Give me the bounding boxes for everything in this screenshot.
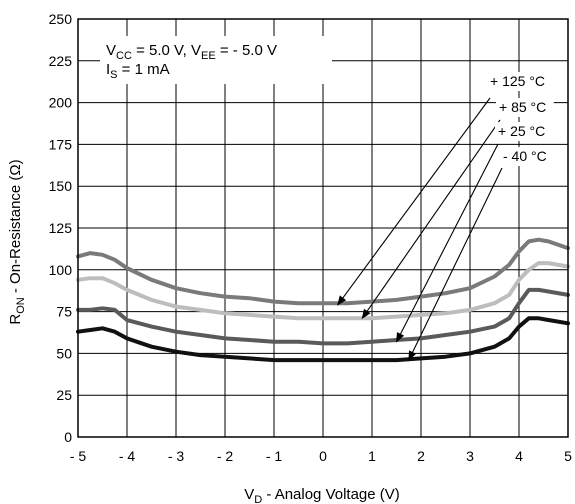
x-tick-label: 0 [319,448,327,464]
annotation-label: - 40 °C [503,148,547,164]
tick-labels: - 5- 4- 3- 2- 1 0 1 2 3 4 50255075100125150175… [49,11,572,464]
x-tick-label: 1 [368,448,376,464]
y-tick-label: 250 [49,11,73,27]
annotation-label: + 85 °C [499,99,546,115]
y-tick-label: 125 [49,220,73,236]
x-tick-label: - 4 [119,448,136,464]
series-line [76,261,570,321]
x-tick-label: 3 [466,448,474,464]
annotation-label: + 25 °C [498,123,545,139]
series-line [76,287,570,346]
annotation-arrow [396,143,499,343]
x-tick-label: - 1 [266,448,283,464]
y-tick-label: 150 [49,178,73,194]
annotation-label-bg [496,98,554,117]
y-tick-label: 175 [49,136,73,152]
annotation-label: + 125 °C [490,73,545,89]
x-tick-label: - 2 [217,448,234,464]
annotation-label-bg [495,122,553,141]
x-tick-label: 5 [564,448,572,464]
series-lines [76,237,570,363]
conditions-box: VCC = 5.0 V, VEE = - 5.0 V IS = 1 mA [100,36,332,84]
annotation-label-bg [500,147,558,166]
x-tick-label: - 5 [70,448,87,464]
annotations: + 125 °C + 85 °C + 25 °C - 40 °C [337,72,558,361]
annotation-arrow [337,97,491,306]
x-tick-label: 2 [417,448,425,464]
y-tick-label: 0 [64,429,72,445]
annotation-arrow [361,119,501,320]
y-tick-label: 100 [49,262,73,278]
y-tick-label: 75 [56,304,72,320]
x-tick-label: - 3 [168,448,185,464]
conditions-line-1: VCC = 5.0 V, VEE = - 5.0 V [106,42,277,62]
y-axis-title: RON - On-Resistance (Ω) [7,159,27,324]
plot-frame [77,18,569,438]
y-tick-label: 225 [49,53,73,69]
annotation-label-bg [487,72,553,91]
y-tick-label: 25 [56,387,72,403]
x-axis-title: VD - Analog Voltage (V) [244,486,400,504]
series-line [76,237,570,306]
series-line [76,316,570,363]
x-tick-label: 4 [515,448,523,464]
annotation-arrow [408,167,503,361]
y-tick-label: 200 [49,95,73,111]
y-tick-label: 50 [56,345,72,361]
conditions-line-2: IS = 1 mA [106,61,170,81]
